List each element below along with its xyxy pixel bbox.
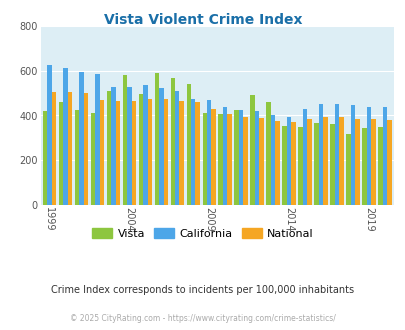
Bar — [339, 116, 343, 205]
Bar — [58, 102, 63, 205]
Bar — [195, 102, 199, 205]
Bar — [154, 73, 159, 205]
Bar — [159, 88, 163, 205]
Bar — [211, 109, 215, 205]
Bar — [47, 65, 51, 205]
Bar — [302, 109, 307, 205]
Bar — [127, 86, 131, 205]
Bar — [345, 134, 350, 205]
Bar — [202, 113, 207, 205]
Bar — [186, 84, 190, 205]
Bar — [68, 92, 72, 205]
Bar — [366, 107, 370, 205]
Bar — [175, 91, 179, 205]
Bar — [79, 72, 83, 205]
Bar — [313, 123, 318, 205]
Bar — [239, 110, 243, 205]
Bar — [266, 102, 270, 205]
Bar — [143, 85, 147, 205]
Bar — [163, 99, 168, 205]
Bar — [243, 116, 247, 205]
Bar — [291, 122, 295, 205]
Bar — [334, 104, 339, 205]
Bar — [234, 110, 239, 205]
Bar — [386, 120, 391, 205]
Bar — [170, 78, 175, 205]
Bar — [318, 104, 322, 205]
Text: Crime Index corresponds to incidents per 100,000 inhabitants: Crime Index corresponds to incidents per… — [51, 285, 354, 295]
Bar — [179, 101, 183, 205]
Bar — [90, 113, 95, 205]
Bar — [282, 125, 286, 205]
Bar — [207, 100, 211, 205]
Bar — [51, 92, 56, 205]
Bar — [122, 75, 127, 205]
Bar — [270, 115, 275, 205]
Bar — [147, 99, 151, 205]
Bar — [75, 110, 79, 205]
Bar — [354, 119, 359, 205]
Bar — [218, 115, 222, 205]
Bar — [286, 116, 291, 205]
Text: © 2025 CityRating.com - https://www.cityrating.com/crime-statistics/: © 2025 CityRating.com - https://www.city… — [70, 314, 335, 323]
Bar — [322, 116, 327, 205]
Bar — [190, 99, 195, 205]
Bar — [259, 118, 263, 205]
Bar — [131, 101, 136, 205]
Bar — [370, 119, 375, 205]
Text: Vista Violent Crime Index: Vista Violent Crime Index — [104, 13, 301, 27]
Bar — [298, 127, 302, 205]
Bar — [43, 111, 47, 205]
Bar — [377, 127, 382, 205]
Bar — [307, 119, 311, 205]
Legend: Vista, California, National: Vista, California, National — [87, 224, 318, 244]
Bar — [275, 121, 279, 205]
Bar — [382, 107, 386, 205]
Bar — [138, 94, 143, 205]
Bar — [83, 93, 88, 205]
Bar — [330, 124, 334, 205]
Bar — [227, 115, 231, 205]
Bar — [107, 91, 111, 205]
Bar — [254, 111, 259, 205]
Bar — [95, 74, 99, 205]
Bar — [250, 95, 254, 205]
Bar — [222, 107, 227, 205]
Bar — [361, 128, 366, 205]
Bar — [350, 106, 354, 205]
Bar — [111, 86, 115, 205]
Bar — [115, 101, 120, 205]
Bar — [63, 68, 68, 205]
Bar — [99, 100, 104, 205]
